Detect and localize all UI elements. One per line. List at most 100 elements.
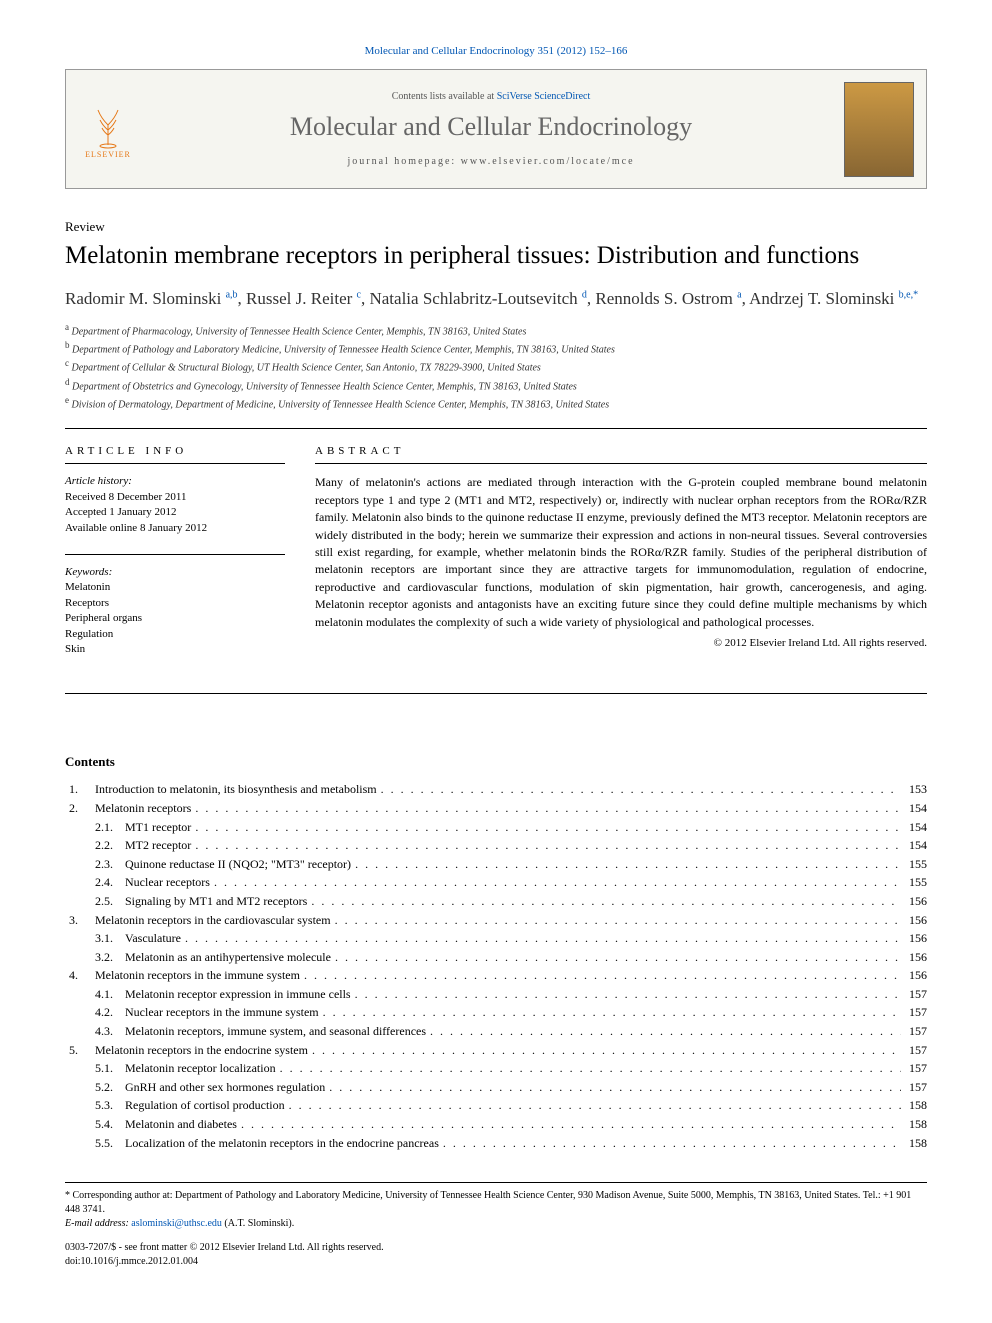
toc-page: 155: [905, 873, 927, 892]
sciencedirect-link[interactable]: SciVerse ScienceDirect: [497, 91, 591, 102]
toc-number: 5.2.: [65, 1078, 125, 1097]
toc-leader: [355, 985, 901, 1004]
toc-row[interactable]: 2.5.Signaling by MT1 and MT2 receptors15…: [65, 892, 927, 911]
toc-row[interactable]: 5.2.GnRH and other sex hormones regulati…: [65, 1078, 927, 1097]
toc-page: 154: [905, 836, 927, 855]
toc-row[interactable]: 2.1.MT1 receptor154: [65, 818, 927, 837]
toc-title: Signaling by MT1 and MT2 receptors: [125, 892, 307, 911]
affiliations-list: a Department of Pharmacology, University…: [65, 321, 927, 430]
toc-row[interactable]: 3.2.Melatonin as an antihypertensive mol…: [65, 948, 927, 967]
toc-leader: [280, 1059, 901, 1078]
toc-number: 5.: [65, 1041, 95, 1060]
authors-list: Radomir M. Slominski a,b, Russel J. Reit…: [65, 287, 927, 311]
affiliation-line: c Department of Cellular & Structural Bi…: [65, 357, 927, 375]
toc-row[interactable]: 4.Melatonin receptors in the immune syst…: [65, 966, 927, 985]
header-center: Contents lists available at SciVerse Sci…: [138, 91, 844, 167]
toc-leader: [443, 1134, 901, 1153]
toc-leader: [323, 1003, 901, 1022]
toc-row[interactable]: 2.3.Quinone reductase II (NQO2; "MT3" re…: [65, 855, 927, 874]
keywords-title: Keywords:: [65, 565, 285, 580]
table-of-contents: 1.Introduction to melatonin, its biosynt…: [65, 780, 927, 1152]
toc-page: 158: [905, 1096, 927, 1115]
email-link[interactable]: aslominski@uthsc.edu: [131, 1218, 222, 1229]
history-title: Article history:: [65, 474, 285, 489]
toc-number: 5.1.: [65, 1059, 125, 1078]
toc-number: 4.3.: [65, 1022, 125, 1041]
homepage-url[interactable]: www.elsevier.com/locate/mce: [461, 156, 635, 167]
toc-page: 157: [905, 1022, 927, 1041]
toc-page: 158: [905, 1134, 927, 1153]
abstract-copyright: © 2012 Elsevier Ireland Ltd. All rights …: [315, 637, 927, 649]
toc-row[interactable]: 1.Introduction to melatonin, its biosynt…: [65, 780, 927, 799]
keyword-line: Melatonin: [65, 580, 285, 595]
toc-title: Melatonin receptors in the endocrine sys…: [95, 1041, 308, 1060]
journal-homepage: journal homepage: www.elsevier.com/locat…: [148, 156, 834, 167]
toc-row[interactable]: 3.Melatonin receptors in the cardiovascu…: [65, 911, 927, 930]
toc-row[interactable]: 5.4.Melatonin and diabetes158: [65, 1115, 927, 1134]
toc-number: 2.1.: [65, 818, 125, 837]
journal-name: Molecular and Cellular Endocrinology: [148, 112, 834, 142]
toc-title: Nuclear receptors in the immune system: [125, 1003, 319, 1022]
article-info-column: ARTICLE INFO Article history: Received 8…: [65, 445, 285, 675]
toc-row[interactable]: 4.3.Melatonin receptors, immune system, …: [65, 1022, 927, 1041]
keyword-line: Peripheral organs: [65, 611, 285, 626]
doi-line: doi:10.1016/j.mmce.2012.01.004: [65, 1255, 927, 1269]
corresponding-author: * Corresponding author at: Department of…: [65, 1189, 927, 1217]
article-title: Melatonin membrane receptors in peripher…: [65, 241, 927, 271]
toc-page: 153: [905, 780, 927, 799]
toc-number: 3.1.: [65, 929, 125, 948]
toc-row[interactable]: 2.Melatonin receptors154: [65, 799, 927, 818]
toc-title: Melatonin and diabetes: [125, 1115, 237, 1134]
elsevier-tree-icon: [83, 100, 133, 150]
citation-line: Molecular and Cellular Endocrinology 351…: [65, 45, 927, 57]
toc-leader: [430, 1022, 901, 1041]
toc-row[interactable]: 5.1.Melatonin receptor localization 157: [65, 1059, 927, 1078]
toc-row[interactable]: 2.2.MT2 receptor154: [65, 836, 927, 855]
toc-page: 157: [905, 985, 927, 1004]
toc-row[interactable]: 5.5.Localization of the melatonin recept…: [65, 1134, 927, 1153]
toc-number: 2.5.: [65, 892, 125, 911]
toc-number: 2.2.: [65, 836, 125, 855]
affiliation-line: d Department of Obstetrics and Gynecolog…: [65, 376, 927, 394]
elsevier-logo-text: ELSEVIER: [85, 150, 131, 159]
toc-row[interactable]: 5.Melatonin receptors in the endocrine s…: [65, 1041, 927, 1060]
toc-title: Melatonin receptors, immune system, and …: [125, 1022, 426, 1041]
toc-page: 156: [905, 948, 927, 967]
toc-page: 157: [905, 1078, 927, 1097]
toc-leader: [304, 966, 901, 985]
toc-number: 2.3.: [65, 855, 125, 874]
toc-page: 157: [905, 1003, 927, 1022]
toc-page: 157: [905, 1059, 927, 1078]
toc-leader: [289, 1096, 901, 1115]
toc-title: Melatonin receptor localization: [125, 1059, 276, 1078]
email-label: E-mail address:: [65, 1218, 131, 1229]
toc-title: Melatonin receptors in the immune system: [95, 966, 300, 985]
toc-leader: [311, 892, 901, 911]
toc-title: MT1 receptor: [125, 818, 191, 837]
contents-available-prefix: Contents lists available at: [392, 91, 497, 102]
toc-number: 2.4.: [65, 873, 125, 892]
toc-number: 1.: [65, 780, 95, 799]
toc-leader: [241, 1115, 901, 1134]
keywords-block: Keywords: MelatoninReceptorsPeripheral o…: [65, 565, 285, 657]
toc-row[interactable]: 5.3.Regulation of cortisol production158: [65, 1096, 927, 1115]
history-line: Available online 8 January 2012: [65, 521, 285, 536]
toc-title: Vasculature: [125, 929, 181, 948]
toc-leader: [335, 911, 901, 930]
toc-row[interactable]: 4.1.Melatonin receptor expression in imm…: [65, 985, 927, 1004]
toc-page: 158: [905, 1115, 927, 1134]
toc-row[interactable]: 3.1.Vasculature 156: [65, 929, 927, 948]
toc-row[interactable]: 4.2.Nuclear receptors in the immune syst…: [65, 1003, 927, 1022]
abstract-column: ABSTRACT Many of melatonin's actions are…: [315, 445, 927, 675]
toc-page: 157: [905, 1041, 927, 1060]
email-suffix: (A.T. Slominski).: [222, 1218, 294, 1229]
article-history-block: Article history: Received 8 December 201…: [65, 474, 285, 536]
keyword-line: Receptors: [65, 596, 285, 611]
toc-row[interactable]: 2.4.Nuclear receptors155: [65, 873, 927, 892]
elsevier-logo: ELSEVIER: [78, 100, 138, 159]
toc-title: GnRH and other sex hormones regulation: [125, 1078, 325, 1097]
toc-leader: [185, 929, 901, 948]
issn-line: 0303-7207/$ - see front matter © 2012 El…: [65, 1241, 927, 1255]
toc-page: 156: [905, 929, 927, 948]
toc-number: 3.: [65, 911, 95, 930]
